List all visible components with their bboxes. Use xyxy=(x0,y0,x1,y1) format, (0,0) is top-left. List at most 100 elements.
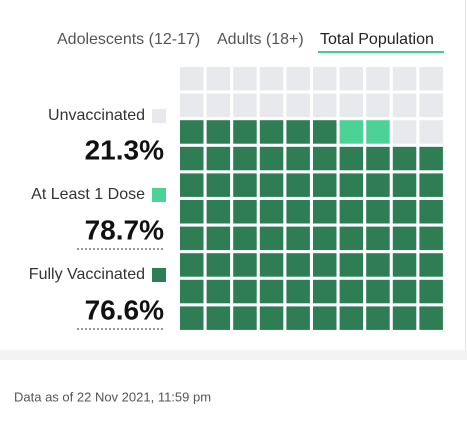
value-label: 78.7% xyxy=(85,214,164,245)
waffle-cell xyxy=(313,200,337,224)
waffle-cell xyxy=(339,253,364,277)
waffle-cell xyxy=(259,306,284,330)
waffle-cell xyxy=(392,200,417,224)
waffle-cell xyxy=(206,173,231,197)
waffle-cell xyxy=(180,226,204,251)
waffle-cell xyxy=(313,93,337,118)
value-label: 21.3% xyxy=(85,134,164,165)
waffle-cell xyxy=(339,173,364,197)
legend-swatch xyxy=(152,109,166,123)
waffle-cell xyxy=(313,67,337,91)
waffle-cell xyxy=(180,67,204,91)
waffle-cell xyxy=(339,279,364,304)
waffle-cell xyxy=(419,120,443,144)
waffle-cell xyxy=(286,306,310,330)
waffle-cell xyxy=(180,253,204,277)
tab[interactable]: Adults (18+) xyxy=(217,31,304,48)
waffle-cell xyxy=(206,120,231,144)
waffle-cell xyxy=(180,120,204,144)
waffle-cell xyxy=(286,67,310,91)
waffle-cell xyxy=(233,306,257,330)
waffle-cell xyxy=(339,226,364,251)
waffle-cell xyxy=(339,306,364,330)
waffle-cell xyxy=(419,253,443,277)
waffle-cell xyxy=(206,306,231,330)
waffle-cell xyxy=(259,93,284,118)
waffle-cell xyxy=(392,93,417,118)
waffle-cell xyxy=(419,93,443,118)
legend-swatch xyxy=(152,188,166,202)
waffle-cell xyxy=(392,120,417,144)
waffle-cell xyxy=(259,279,284,304)
waffle-cell xyxy=(206,253,231,277)
waffle-cell xyxy=(419,226,443,251)
waffle-cell xyxy=(206,279,231,304)
legend-label: Fully Vaccinated xyxy=(29,266,145,283)
waffle-cell xyxy=(206,67,231,91)
waffle-cell xyxy=(339,200,364,224)
waffle-cell xyxy=(366,173,390,197)
waffle-cell xyxy=(313,226,337,251)
waffle-cell xyxy=(313,279,337,304)
waffle-cell xyxy=(313,253,337,277)
waffle-cell xyxy=(233,120,257,144)
waffle-cell xyxy=(259,67,284,91)
waffle-cell xyxy=(259,226,284,251)
waffle-cell xyxy=(233,146,257,171)
waffle-cell xyxy=(286,226,310,251)
waffle-cell xyxy=(366,120,390,144)
waffle-cell xyxy=(366,306,390,330)
waffle-cell xyxy=(366,200,390,224)
waffle-cell xyxy=(313,120,337,144)
waffle-cell xyxy=(419,67,443,91)
waffle-cell xyxy=(259,253,284,277)
waffle-cell xyxy=(339,93,364,118)
waffle-cell xyxy=(339,146,364,171)
waffle-cell xyxy=(180,306,204,330)
legend-label: At Least 1 Dose xyxy=(31,186,145,203)
waffle-cell xyxy=(392,253,417,277)
waffle-cell xyxy=(233,67,257,91)
waffle-cell xyxy=(313,146,337,171)
waffle-cell xyxy=(366,67,390,91)
value-label: 76.6% xyxy=(85,294,164,325)
waffle-cell xyxy=(313,306,337,330)
waffle-cell xyxy=(366,253,390,277)
legend-label: Unvaccinated xyxy=(48,107,145,124)
waffle-cell xyxy=(259,120,284,144)
tab[interactable]: Adolescents (12-17) xyxy=(57,31,200,48)
waffle-cell xyxy=(313,173,337,197)
waffle-cell xyxy=(419,200,443,224)
waffle-cell xyxy=(259,173,284,197)
tab-active[interactable]: Total Population xyxy=(320,31,434,48)
waffle-cell xyxy=(233,200,257,224)
waffle-cell xyxy=(286,93,310,118)
waffle-cell xyxy=(392,306,417,330)
waffle-cell xyxy=(259,146,284,171)
waffle-cell xyxy=(180,173,204,197)
waffle-cell xyxy=(419,146,443,171)
waffle-cell xyxy=(286,146,310,171)
waffle-cell xyxy=(366,279,390,304)
waffle-cell xyxy=(180,146,204,171)
waffle-cell xyxy=(392,279,417,304)
waffle-cell xyxy=(286,279,310,304)
waffle-cell xyxy=(392,146,417,171)
waffle-cell xyxy=(419,173,443,197)
waffle-cell xyxy=(366,226,390,251)
waffle-cell xyxy=(286,200,310,224)
waffle-cell xyxy=(392,173,417,197)
waffle-cell xyxy=(419,279,443,304)
waffle-cell xyxy=(339,67,364,91)
waffle-cell xyxy=(180,93,204,118)
waffle-cell xyxy=(419,306,443,330)
footer-note: Data as of 22 Nov 2021, 11:59 pm xyxy=(14,389,211,404)
waffle-cell xyxy=(180,279,204,304)
waffle-cell xyxy=(233,226,257,251)
waffle-cell xyxy=(392,226,417,251)
waffle-cell xyxy=(286,120,310,144)
divider xyxy=(0,350,467,360)
waffle-cell xyxy=(339,120,364,144)
